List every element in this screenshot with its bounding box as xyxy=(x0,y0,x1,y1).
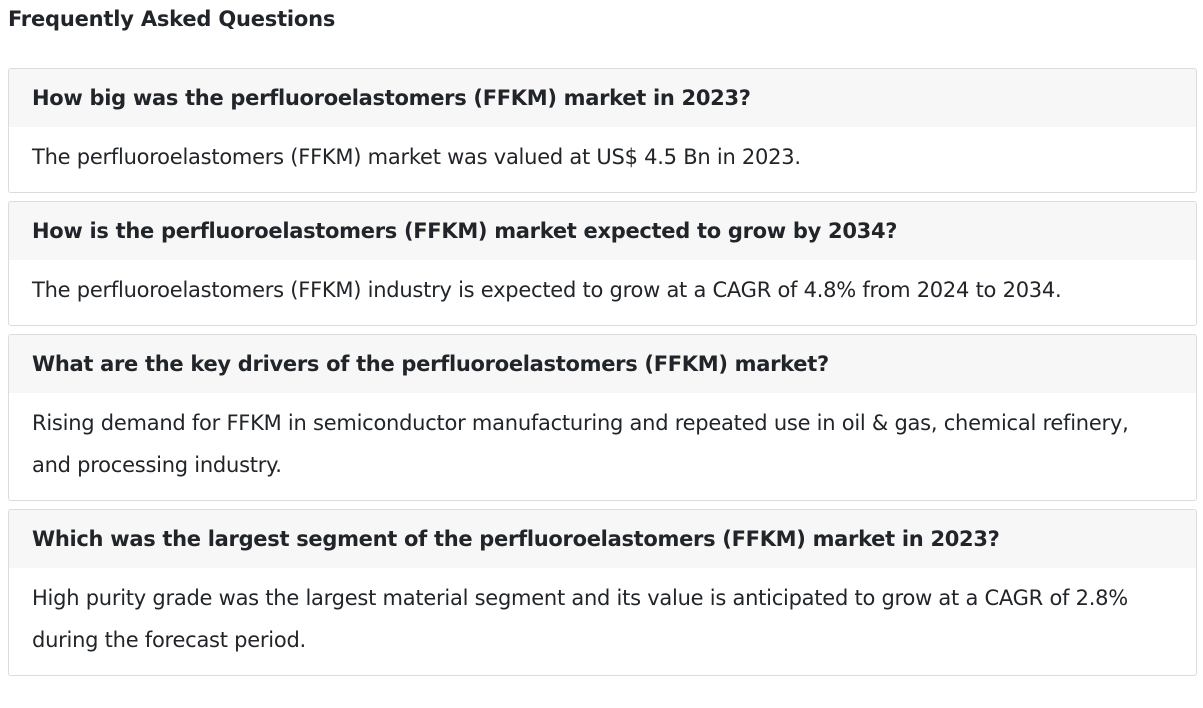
faq-item: Which was the largest segment of the per… xyxy=(8,509,1197,676)
faq-list: How big was the perfluoroelastomers (FFK… xyxy=(8,68,1197,676)
faq-answer: High purity grade was the largest materi… xyxy=(9,559,1196,675)
faq-answer-text: The perfluoroelastomers (FFKM) industry … xyxy=(32,278,1062,302)
faq-answer: The perfluoroelastomers (FFKM) market wa… xyxy=(9,118,1196,192)
faq-question[interactable]: How big was the perfluoroelastomers (FFK… xyxy=(9,69,1196,127)
faq-question[interactable]: What are the key drivers of the perfluor… xyxy=(9,335,1196,393)
faq-item: How big was the perfluoroelastomers (FFK… xyxy=(8,68,1197,193)
faq-answer: The perfluoroelastomers (FFKM) industry … xyxy=(9,251,1196,325)
faq-answer-text: High purity grade was the largest materi… xyxy=(32,586,1128,652)
faq-answer-text: Rising demand for FFKM in semiconductor … xyxy=(32,411,1129,477)
faq-answer: Rising demand for FFKM in semiconductor … xyxy=(9,384,1196,500)
faq-question[interactable]: Which was the largest segment of the per… xyxy=(9,510,1196,568)
faq-item: How is the perfluoroelastomers (FFKM) ma… xyxy=(8,201,1197,326)
faq-item: What are the key drivers of the perfluor… xyxy=(8,334,1197,501)
faq-answer-text: The perfluoroelastomers (FFKM) market wa… xyxy=(32,145,801,169)
page-title: Frequently Asked Questions xyxy=(8,7,336,31)
faq-question[interactable]: How is the perfluoroelastomers (FFKM) ma… xyxy=(9,202,1196,260)
